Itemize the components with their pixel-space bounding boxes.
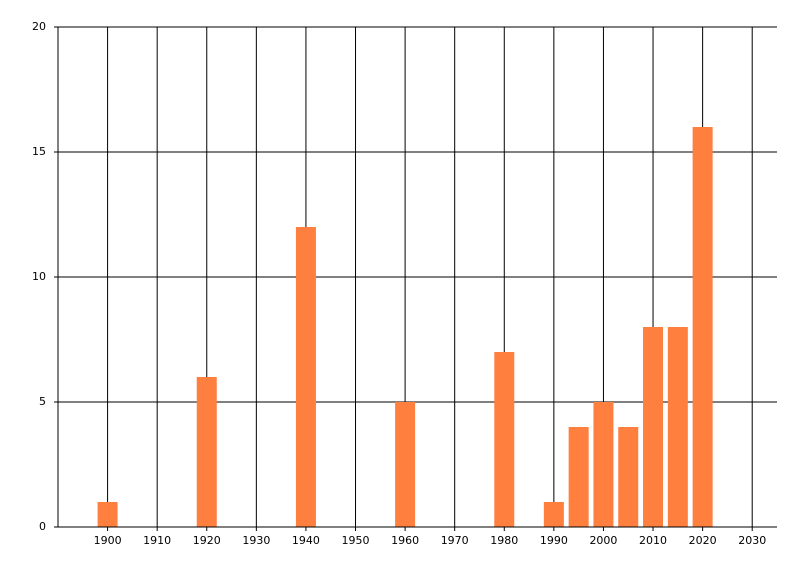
bar <box>593 402 614 527</box>
bar <box>196 377 217 527</box>
x-tick-label: 2030 <box>738 534 766 547</box>
x-tick-label: 1910 <box>143 534 171 547</box>
bar <box>568 427 589 527</box>
y-tick-label: 5 <box>39 395 46 408</box>
y-tick-label: 20 <box>32 20 46 33</box>
y-tick-label: 10 <box>32 270 46 283</box>
x-tick-label: 2020 <box>689 534 717 547</box>
x-tick-label: 1950 <box>342 534 370 547</box>
bar <box>543 502 564 527</box>
x-tick-label: 1900 <box>94 534 122 547</box>
bar <box>395 402 416 527</box>
x-tick-label: 2010 <box>639 534 667 547</box>
x-tick-label: 1960 <box>391 534 419 547</box>
x-tick-label: 1920 <box>193 534 221 547</box>
x-tick-label: 1970 <box>441 534 469 547</box>
x-tick-label: 1940 <box>292 534 320 547</box>
x-tick-label: 1980 <box>490 534 518 547</box>
y-tick-label: 15 <box>32 145 46 158</box>
bar <box>494 352 515 527</box>
bar <box>643 327 664 527</box>
x-tick-label: 1990 <box>540 534 568 547</box>
bar <box>692 127 713 527</box>
bar <box>618 427 639 527</box>
bar <box>667 327 688 527</box>
x-tick-label: 1930 <box>242 534 270 547</box>
y-tick-label: 0 <box>39 520 46 533</box>
bar <box>97 502 118 527</box>
x-tick-label: 2000 <box>589 534 617 547</box>
bar <box>295 227 316 527</box>
